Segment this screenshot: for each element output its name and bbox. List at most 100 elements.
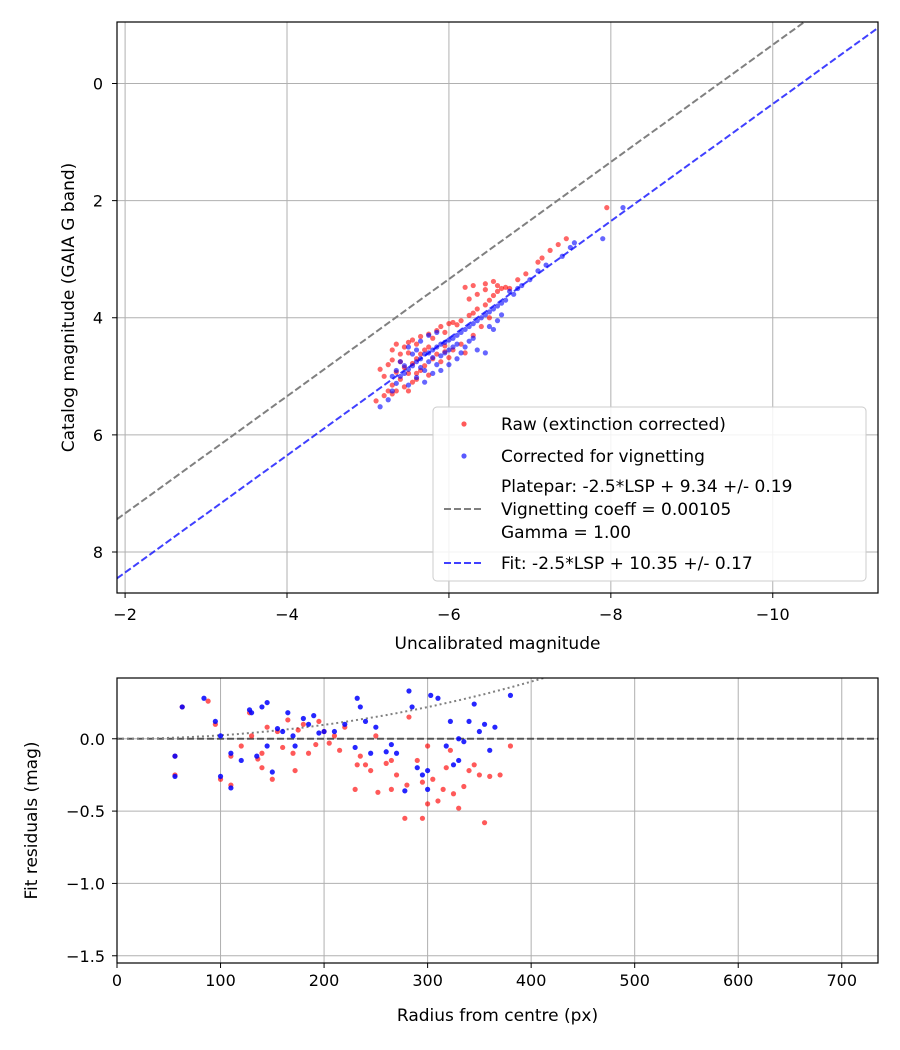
raw-point (405, 350, 412, 356)
raw-point (446, 354, 452, 361)
x-tick-label: −8 (599, 605, 623, 624)
corrected-point (409, 351, 416, 357)
raw-residual-point (393, 772, 400, 778)
corrected-residual-point (476, 728, 482, 735)
corrected-residual-point (201, 695, 207, 701)
platepar-line (117, 22, 807, 521)
raw-point (494, 282, 501, 289)
corrected-point (486, 309, 493, 315)
raw-residual-point (419, 815, 426, 821)
raw-point (409, 337, 416, 343)
raw-point (454, 322, 460, 328)
x-axis-ticks: −2 −4 −6 −8 −10 (113, 593, 790, 624)
raw-point (381, 393, 387, 399)
corrected-residual-point (311, 713, 317, 719)
raw-point (486, 297, 493, 303)
raw-point (442, 329, 448, 335)
corrected-residual-point (217, 733, 224, 739)
corrected-residual-point (471, 701, 477, 707)
raw-residual-point (450, 791, 457, 797)
corrected-residual-point (428, 692, 434, 698)
scatter-points (172, 688, 514, 826)
y-tick-label: 4 (93, 309, 103, 328)
corrected-residual-point (264, 699, 270, 706)
corrected-residual-point (507, 692, 514, 698)
raw-point (482, 302, 488, 308)
raw-residual-point (402, 815, 408, 821)
corrected-point (571, 240, 578, 246)
raw-residual-point (373, 733, 379, 739)
corrected-point (430, 347, 436, 353)
corrected-point (511, 291, 517, 297)
x-tick-label: −4 (275, 605, 299, 624)
raw-residual-point (466, 767, 472, 774)
residuals-plot: 0 100 200 300 400 500 600 700 0.0 −0.5 −1.0 −1.5 R… (22, 677, 879, 1026)
corrected-point (405, 382, 412, 388)
corrected-point (466, 338, 472, 344)
corrected-point (401, 370, 407, 376)
raw-residual-point (414, 757, 420, 764)
corrected-residual-point (354, 695, 360, 701)
corrected-point (434, 362, 440, 368)
raw-point (385, 362, 391, 368)
corrected-residual-point (388, 741, 394, 748)
corrected-point (482, 312, 488, 318)
raw-residual-point (507, 743, 514, 749)
corrected-residual-point (290, 733, 296, 739)
corrected-residual-point (228, 750, 234, 756)
corrected-residual-point (466, 718, 472, 725)
y-tick-label: 0.0 (80, 730, 105, 749)
corrected-point (393, 380, 399, 386)
legend-marker-corrected (461, 453, 467, 459)
corrected-residual-point (419, 772, 426, 778)
corrected-residual-point (450, 762, 457, 768)
corrected-point (462, 326, 468, 333)
corrected-residual-point (406, 688, 412, 694)
raw-residual-point (313, 741, 319, 748)
raw-point (466, 296, 472, 302)
corrected-point (409, 363, 416, 369)
raw-residual-point (259, 765, 265, 771)
plot-area-frame (116, 21, 879, 594)
corrected-residual-point (461, 739, 467, 745)
corrected-point (507, 288, 513, 294)
corrected-residual-point (254, 753, 260, 759)
legend-label-platepar: Platepar: -2.5*LSP + 9.34 +/- 0.19 (501, 477, 792, 497)
raw-point (482, 287, 488, 293)
raw-residual-point (248, 733, 255, 739)
corrected-point (434, 344, 440, 350)
corrected-residual-point (269, 769, 275, 775)
raw-point (462, 350, 468, 356)
legend-marker-raw (461, 421, 467, 427)
corrected-residual-point (383, 749, 389, 755)
raw-residual-point (292, 767, 298, 774)
raw-point (422, 347, 428, 353)
corrected-residual-point (300, 715, 306, 722)
corrected-residual-point (362, 718, 369, 725)
raw-point (373, 398, 379, 404)
raw-residual-point (456, 805, 462, 811)
y-tick-label: −0.5 (66, 802, 105, 821)
raw-point (409, 379, 416, 385)
corrected-residual-point (435, 695, 441, 701)
corrected-point (527, 277, 533, 283)
raw-point (430, 335, 436, 341)
x-tick-label: 100 (205, 971, 236, 990)
raw-point (426, 344, 432, 350)
raw-point (413, 341, 420, 347)
corrected-point (494, 303, 501, 309)
corrected-residual-point (456, 757, 462, 764)
raw-point (482, 281, 488, 287)
raw-point (470, 282, 476, 289)
corrected-point (413, 347, 420, 353)
y-tick-label: −1.5 (66, 947, 105, 966)
corrected-residual-point (274, 726, 281, 732)
corrected-point (600, 236, 606, 242)
raw-point (502, 284, 509, 290)
corrected-residual-point (481, 721, 488, 727)
raw-residual-point (290, 750, 296, 756)
raw-residual-point (419, 779, 426, 785)
corrected-point (454, 356, 460, 362)
y-tick-label: 2 (93, 192, 103, 211)
